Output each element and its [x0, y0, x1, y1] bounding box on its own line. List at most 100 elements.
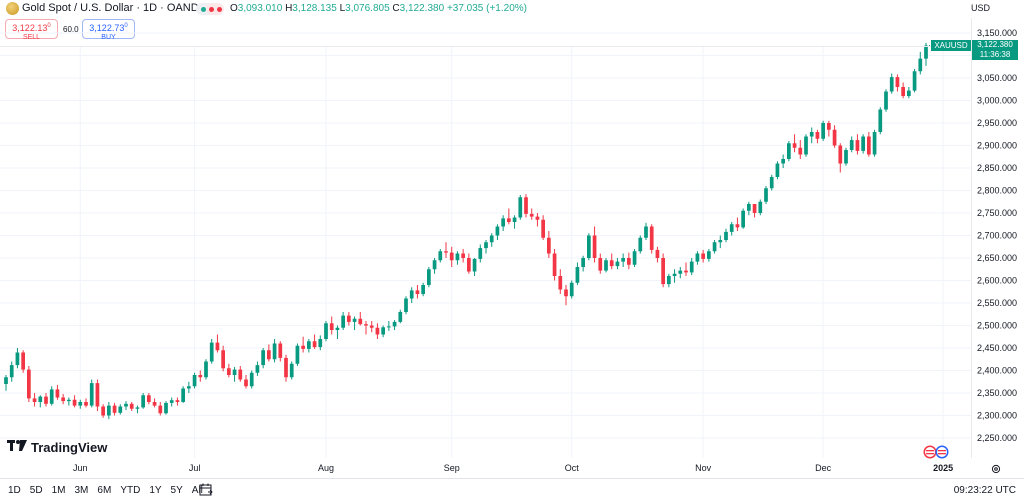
- currency-label[interactable]: USD: [970, 3, 990, 13]
- candle-body: [655, 249, 660, 258]
- range-3m[interactable]: 3M: [74, 485, 89, 496]
- candle-body: [558, 276, 563, 290]
- candle-body: [449, 252, 454, 261]
- ohlc-close-key: C: [392, 3, 400, 14]
- x-tick-label: Nov: [695, 463, 712, 473]
- range-5y[interactable]: 5Y: [170, 485, 183, 496]
- buy-label: BUY: [101, 34, 116, 41]
- range-1d[interactable]: 1D: [8, 485, 21, 496]
- candle-body: [307, 341, 311, 349]
- candle-body: [32, 398, 37, 402]
- candle-body: [781, 159, 785, 164]
- candle-body: [712, 242, 717, 252]
- ohlc-readout: O3,093.010 H3,128.135 L3,076.805 C3,122.…: [230, 3, 527, 14]
- candle-body: [392, 321, 397, 327]
- y-tick-label: 3,000.000: [977, 96, 1017, 106]
- x-tick-label: Sep: [444, 463, 460, 473]
- candle-body: [535, 216, 540, 220]
- sell-label: SELL: [22, 34, 41, 41]
- candle-body: [72, 399, 77, 406]
- settings-gear-icon[interactable]: [991, 464, 1001, 474]
- candlestick-chart[interactable]: 2,250.000 2,300.000 2,350.000 2,400.000 2,45…: [0, 0, 1024, 478]
- candle-body: [329, 323, 334, 330]
- range-5d[interactable]: 5D: [29, 485, 43, 496]
- y-tick-label: 2,750.000: [977, 208, 1017, 218]
- candle-body: [512, 217, 517, 222]
- ohlc-low: 3,076.805: [345, 3, 390, 14]
- candle-body: [61, 397, 65, 402]
- candle-body: [312, 341, 317, 348]
- candle-body: [9, 365, 14, 378]
- symbol-title[interactable]: Gold Spot / U.S. Dollar · 1D · OANDA: [22, 2, 206, 14]
- candle-body: [409, 290, 414, 299]
- range-ytd[interactable]: YTD: [120, 485, 141, 496]
- candle-body: [707, 251, 711, 259]
- tradingview-logo[interactable]: TradingView: [7, 440, 107, 455]
- last-price-countdown: 11:36:38: [979, 50, 1011, 59]
- candle-body: [215, 342, 220, 351]
- time-range-selector: 1D 5D 1M 3M 6M YTD 1Y 5Y All: [8, 485, 203, 496]
- candle-body: [729, 224, 734, 232]
- candle-body: [792, 143, 797, 148]
- candle-body: [95, 383, 100, 407]
- candle-body: [101, 406, 105, 416]
- range-6m[interactable]: 6M: [97, 485, 112, 496]
- candle-body: [741, 210, 745, 228]
- candle-body: [78, 402, 83, 406]
- candle-body: [261, 350, 265, 366]
- ohlc-high: 3,128.135: [292, 3, 337, 14]
- candle-body: [501, 218, 505, 227]
- gold-coin-icon[interactable]: [6, 2, 19, 15]
- candle-body: [787, 143, 791, 159]
- y-tick-label: 2,900.000: [977, 141, 1017, 151]
- candle-body: [815, 132, 820, 139]
- range-all[interactable]: All: [191, 485, 203, 496]
- candle-body: [455, 253, 460, 261]
- candle-body: [889, 77, 894, 92]
- candle-body: [227, 368, 231, 375]
- y-tick-label: 3,150.000: [977, 28, 1017, 38]
- calendar-icon[interactable]: [199, 483, 213, 496]
- candle-body: [232, 369, 237, 375]
- candle-body: [552, 253, 557, 276]
- y-tick-label: 2,650.000: [977, 253, 1017, 263]
- ohlc-high-key: H: [285, 3, 293, 14]
- candle-body: [878, 109, 883, 132]
- range-1y[interactable]: 1Y: [149, 485, 162, 496]
- range-1m[interactable]: 1M: [51, 485, 66, 496]
- candle-body: [884, 91, 888, 110]
- candle-body: [427, 269, 431, 285]
- candle-body: [387, 326, 391, 328]
- candle-body: [421, 285, 425, 294]
- us-flag-icon[interactable]: [923, 445, 949, 459]
- candle-body: [644, 226, 648, 238]
- candle-body: [107, 405, 111, 416]
- candle-body: [769, 177, 774, 189]
- sell-button[interactable]: 3,122.130 SELL: [5, 19, 58, 41]
- ohlc-close: 3,122.380: [399, 3, 445, 14]
- candle-body: [689, 261, 694, 273]
- candle-body: [147, 395, 151, 402]
- candle-body: [907, 90, 911, 96]
- y-tick-label: 3,050.000: [977, 73, 1017, 83]
- x-tick-label: Jun: [73, 463, 88, 473]
- candle-body: [649, 226, 654, 250]
- candle-body: [118, 406, 123, 413]
- candle-body: [592, 235, 597, 258]
- candle-body: [347, 315, 351, 322]
- buy-button[interactable]: 3,122.730 BUY: [82, 19, 135, 41]
- candle-body: [895, 77, 900, 87]
- candle-body: [672, 273, 677, 276]
- candle-body: [609, 260, 614, 267]
- candle-body: [67, 399, 71, 402]
- candle-body: [398, 312, 403, 322]
- candle-body: [678, 270, 683, 274]
- alert-indicator[interactable]: [206, 3, 224, 15]
- candle-body: [461, 253, 465, 258]
- utc-clock[interactable]: 09:23:22 UTC: [953, 485, 1016, 496]
- candle-body: [267, 350, 271, 360]
- candle-body: [209, 342, 214, 362]
- candle-body: [135, 407, 140, 409]
- candle-body: [467, 258, 471, 272]
- candle-body: [809, 132, 814, 137]
